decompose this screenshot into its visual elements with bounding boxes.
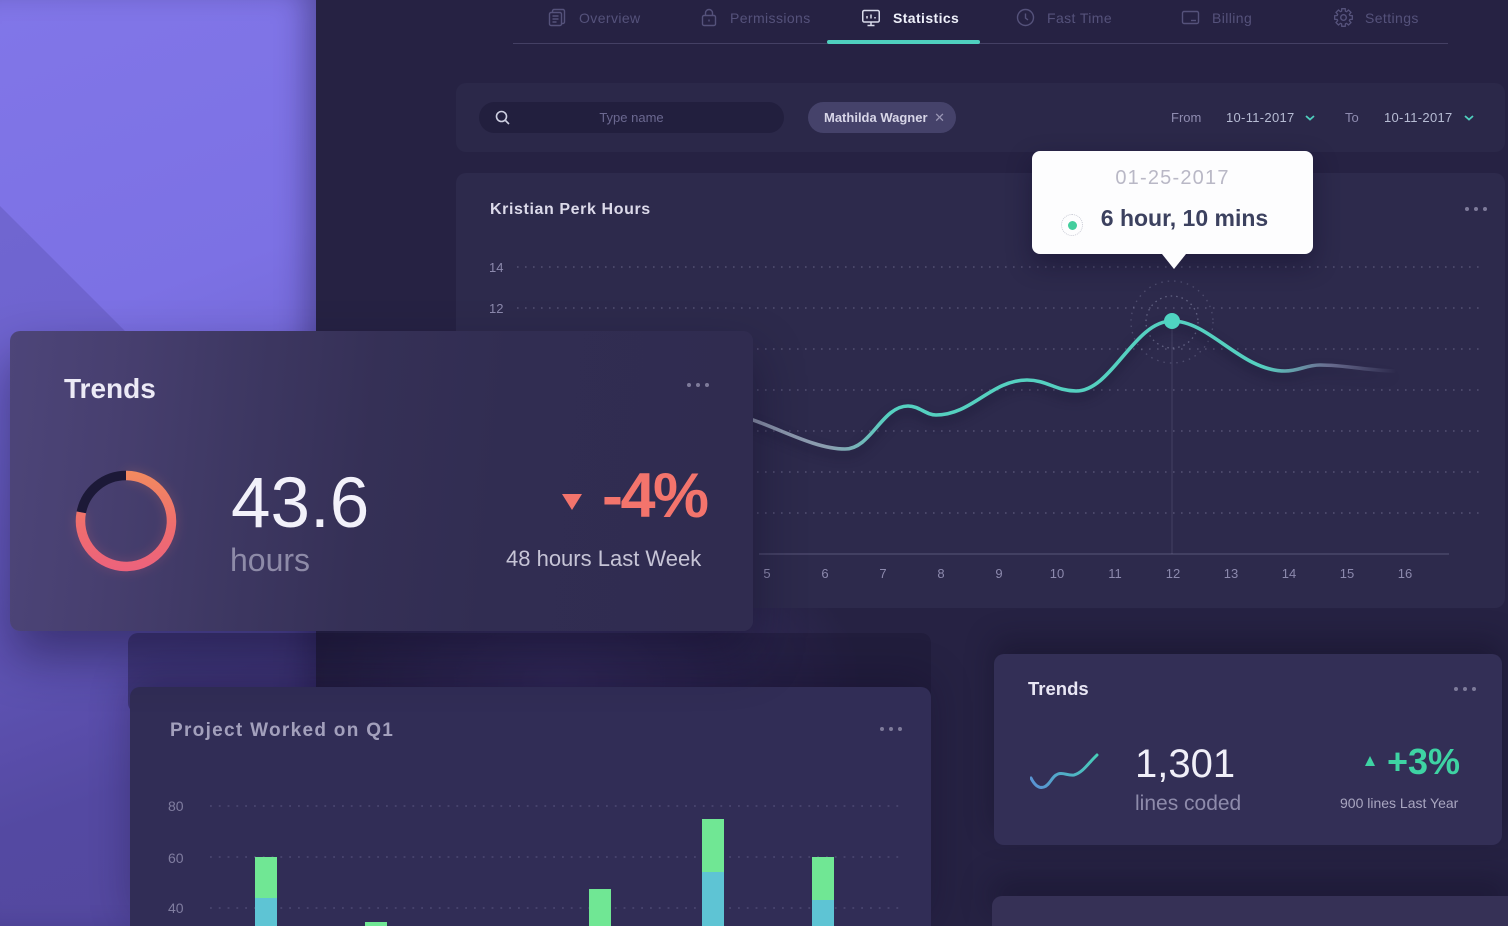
svg-text:13: 13	[1224, 566, 1238, 581]
svg-text:6: 6	[821, 566, 828, 581]
svg-text:7: 7	[879, 566, 886, 581]
svg-text:15: 15	[1340, 566, 1354, 581]
svg-text:60: 60	[168, 850, 184, 866]
svg-text:12: 12	[489, 301, 503, 316]
svg-text:80: 80	[168, 798, 184, 814]
svg-text:16: 16	[1398, 566, 1412, 581]
svg-text:12: 12	[1166, 566, 1180, 581]
svg-text:5: 5	[763, 566, 770, 581]
svg-text:9: 9	[995, 566, 1002, 581]
svg-text:8: 8	[937, 566, 944, 581]
svg-text:11: 11	[1108, 566, 1122, 581]
svg-text:14: 14	[489, 260, 503, 275]
svg-text:14: 14	[1282, 566, 1296, 581]
svg-text:10: 10	[1050, 566, 1064, 581]
svg-text:40: 40	[168, 900, 184, 916]
